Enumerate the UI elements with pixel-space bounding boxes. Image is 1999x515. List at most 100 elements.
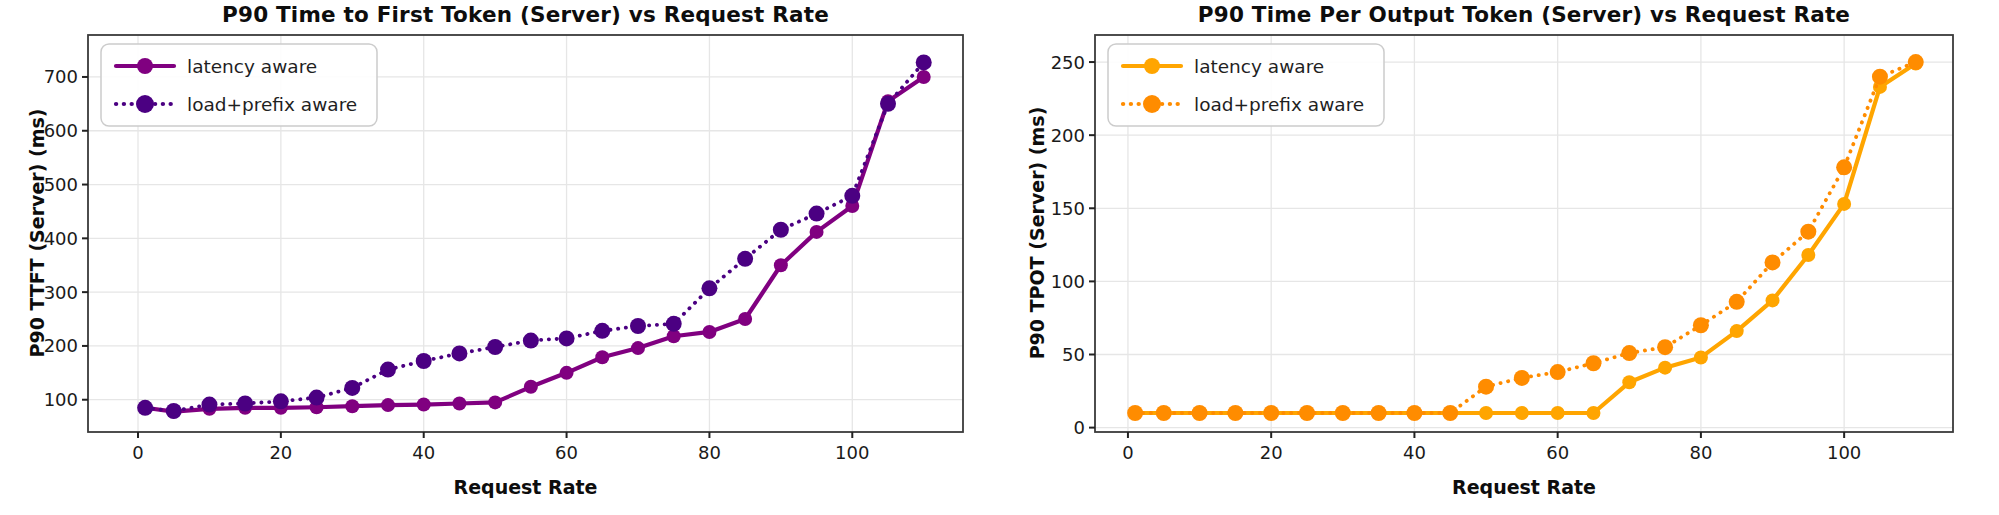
data-point <box>560 366 574 380</box>
data-point <box>344 380 360 396</box>
data-point <box>201 397 217 413</box>
data-point <box>309 390 325 406</box>
x-tick-label: 80 <box>1689 442 1712 463</box>
data-point <box>1192 405 1208 421</box>
x-tick-label: 60 <box>1546 442 1569 463</box>
legend-label: latency aware <box>187 56 317 77</box>
data-point <box>917 70 931 84</box>
y-tick-label: 50 <box>1062 344 1085 365</box>
data-point <box>559 330 575 346</box>
data-point <box>1765 254 1781 270</box>
data-point <box>1622 375 1636 389</box>
data-point <box>666 316 682 332</box>
data-point <box>809 206 825 222</box>
data-point <box>1227 405 1243 421</box>
x-tick-label: 40 <box>412 442 435 463</box>
legend-marker <box>1143 95 1161 113</box>
ttft-plot-canvas: 020406080100100200300400500600700latency… <box>0 0 999 515</box>
y-tick-label: 500 <box>44 174 78 195</box>
legend: latency aware load+prefix aware <box>1108 44 1384 126</box>
y-tick-label: 200 <box>1051 125 1085 146</box>
data-point <box>417 398 431 412</box>
data-point <box>1872 69 1888 85</box>
data-point <box>166 403 182 419</box>
legend-marker <box>1144 58 1160 74</box>
data-point <box>1800 224 1816 240</box>
data-point <box>773 222 789 238</box>
data-point <box>1515 406 1529 420</box>
data-point <box>273 393 289 409</box>
data-point <box>630 318 646 334</box>
data-point <box>594 323 610 339</box>
data-point <box>1478 379 1494 395</box>
data-point <box>381 398 395 412</box>
data-point <box>1657 339 1673 355</box>
y-tick-label: 200 <box>44 335 78 356</box>
data-point <box>1371 405 1387 421</box>
y-tick-label: 250 <box>1051 52 1085 73</box>
data-point <box>1836 159 1852 175</box>
x-tick-label: 0 <box>132 442 143 463</box>
data-point <box>1908 54 1924 70</box>
data-point <box>916 54 932 70</box>
legend-marker <box>137 58 153 74</box>
x-tick-label: 80 <box>698 442 721 463</box>
y-tick-label: 700 <box>44 66 78 87</box>
data-point <box>487 339 503 355</box>
ttft-figure: P90 Time to First Token (Server) vs Requ… <box>0 0 999 515</box>
data-point <box>1730 324 1744 338</box>
y-tick-label: 300 <box>44 282 78 303</box>
tpot-plot-canvas: 020406080100050100150200250latency aware… <box>999 0 1999 515</box>
x-tick-label: 60 <box>555 442 578 463</box>
x-tick-label: 20 <box>1260 442 1283 463</box>
data-point <box>844 188 860 204</box>
data-point <box>1127 405 1143 421</box>
data-point <box>595 350 609 364</box>
data-point <box>1550 364 1566 380</box>
data-point <box>1263 405 1279 421</box>
data-point <box>1766 293 1780 307</box>
data-point <box>1693 317 1709 333</box>
tpot-figure: P90 Time Per Output Token (Server) vs Re… <box>999 0 1999 515</box>
legend: latency aware load+prefix aware <box>101 44 377 126</box>
dashboard: { "page": { "background": "#ffffff", "gr… <box>0 0 1999 515</box>
data-point <box>524 380 538 394</box>
data-point <box>738 312 752 326</box>
data-point <box>1694 350 1708 364</box>
data-point <box>1586 406 1600 420</box>
data-point <box>1479 406 1493 420</box>
data-point <box>702 325 716 339</box>
x-tick-label: 100 <box>1827 442 1861 463</box>
data-point <box>1729 294 1745 310</box>
legend-label: latency aware <box>1194 56 1324 77</box>
legend-label: load+prefix aware <box>187 94 357 115</box>
data-point <box>701 280 717 296</box>
data-point <box>523 333 539 349</box>
ttft-x-axis-label: Request Rate <box>88 476 963 498</box>
data-point <box>1801 248 1815 262</box>
data-point <box>1406 405 1422 421</box>
y-tick-label: 400 <box>44 228 78 249</box>
legend-label: load+prefix aware <box>1194 94 1364 115</box>
data-point <box>1551 406 1565 420</box>
tpot-x-axis-label: Request Rate <box>1095 476 1953 498</box>
y-tick-label: 600 <box>44 120 78 141</box>
y-tick-label: 150 <box>1051 198 1085 219</box>
data-point <box>1442 405 1458 421</box>
data-point <box>774 258 788 272</box>
x-tick-label: 40 <box>1403 442 1426 463</box>
y-tick-label: 0 <box>1074 417 1085 438</box>
data-point <box>380 362 396 378</box>
x-tick-label: 0 <box>1122 442 1133 463</box>
x-tick-label: 100 <box>835 442 869 463</box>
data-point <box>631 341 645 355</box>
data-point <box>137 400 153 416</box>
data-point <box>1585 355 1601 371</box>
data-point <box>1156 405 1172 421</box>
data-point <box>416 353 432 369</box>
x-tick-label: 20 <box>269 442 292 463</box>
data-point <box>452 396 466 410</box>
data-point <box>1658 361 1672 375</box>
data-point <box>737 251 753 267</box>
data-point <box>345 399 359 413</box>
